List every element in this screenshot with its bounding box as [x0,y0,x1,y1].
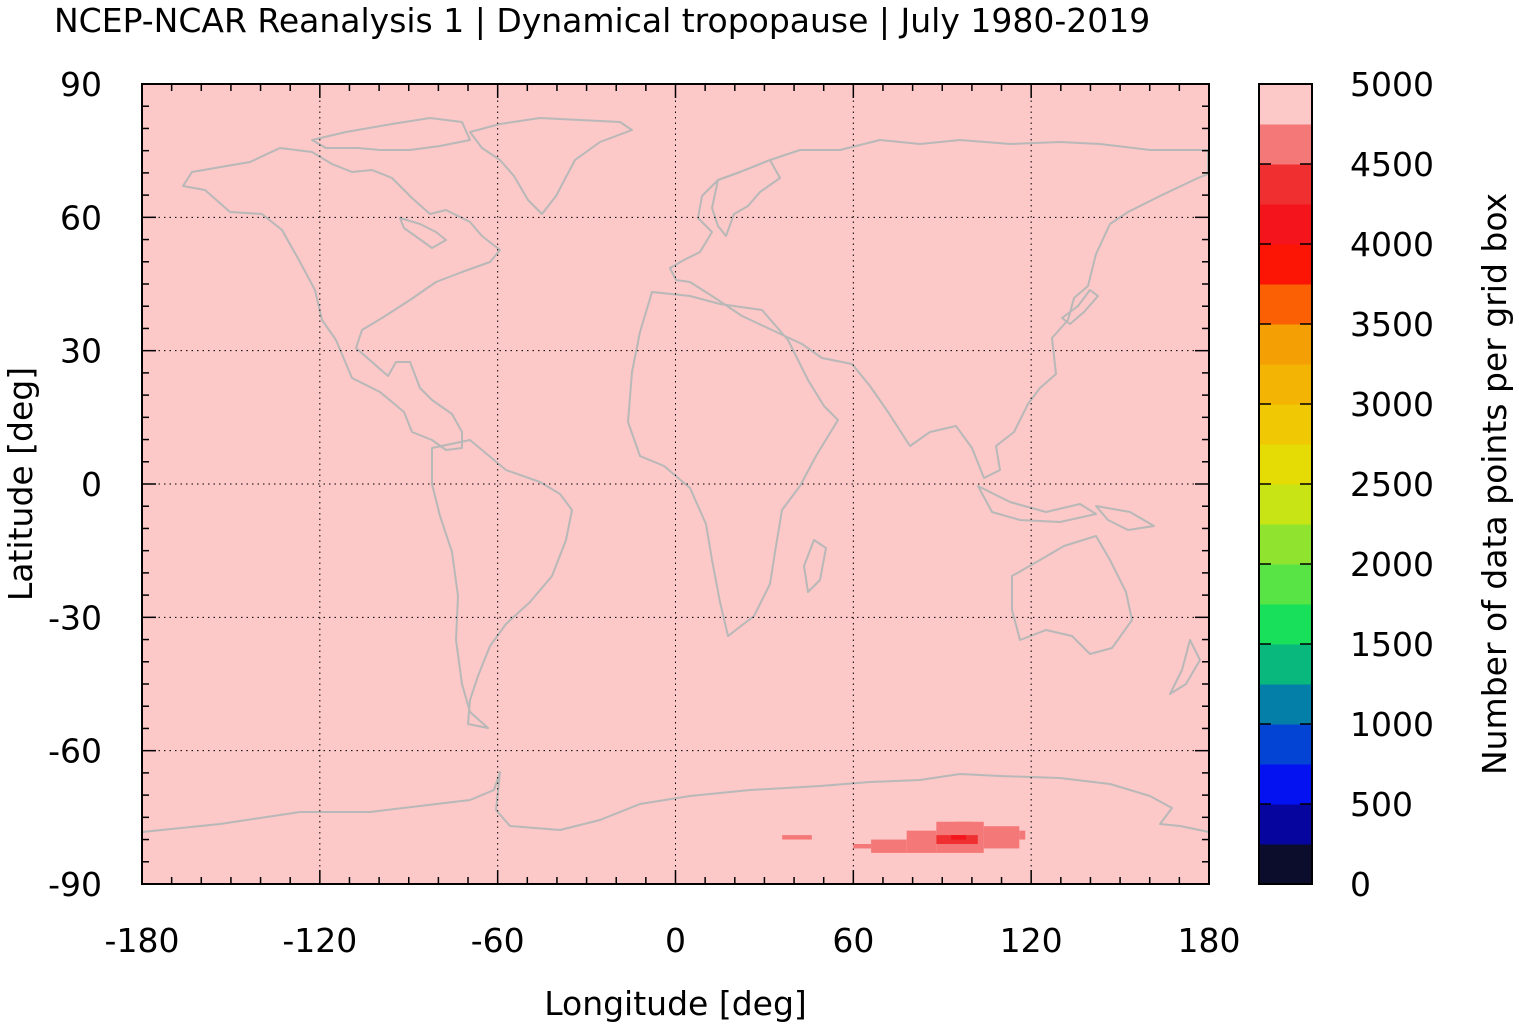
colorbar-bin [1259,164,1312,205]
colorbar-tick-label: 3500 [1350,305,1434,344]
x-tick-label: 120 [1000,921,1063,960]
colorbar-bin [1259,564,1312,605]
colorbar-tick-labels: 0 500 1000 1500 2000 2500 3000 3500 4000 4500 5000 [1350,65,1434,904]
colorbar-bin [1259,724,1312,765]
coastline-madagascar [803,539,827,593]
coastline-antarctica [141,771,1210,833]
y-tick-label: 30 [60,332,102,371]
colorbar: 0 500 1000 1500 2000 2500 3000 3500 4000 4500 5000 [1258,65,1434,904]
coastline-new-zealand [1169,639,1201,695]
coastline-arctic-islands [311,117,471,151]
colorbar-bin [1259,644,1312,685]
colorbar-bin [1259,124,1312,165]
heatmap-cell [951,835,966,840]
colorbar-bin [1259,204,1312,245]
colorbar-bin [1259,404,1312,445]
coastline-indonesia [977,485,1097,523]
heatmap-cell [782,835,812,840]
colorbar-bin [1259,364,1312,405]
heatmap-cell [1019,830,1026,840]
x-axis-label: Longitude [deg] [544,984,807,1023]
x-tick-label: 0 [665,921,686,960]
colorbar-bin [1259,804,1312,845]
colorbar-bin [1259,604,1312,645]
x-tick-label: -120 [282,921,357,960]
coastline-new-guinea [1095,505,1155,531]
colorbar-bin [1259,324,1312,365]
colorbar-tick-label: 500 [1350,785,1413,824]
x-tick-labels: -180 -120 -60 0 60 120 180 [105,921,1241,960]
heatmap-cell [983,826,1020,849]
y-tick-label: 60 [60,198,102,237]
coastline-hudson-bay [399,217,447,249]
y-tick-labels: 90 60 30 0 -30 -60 -90 [48,65,102,904]
coastline-scandinavia [711,159,781,237]
colorbar-tick-label: 1000 [1350,705,1434,744]
x-tick-label: -60 [471,921,525,960]
chart-title: NCEP-NCAR Reanalysis 1 | Dynamical tropo… [54,1,1150,40]
heatmap-cell [871,839,907,853]
x-tick-label: -180 [105,921,180,960]
heatmap-cell [906,830,937,853]
coastline-africa [627,291,839,637]
coastline-greenland [469,117,633,215]
y-axis-label: Latitude [deg] [1,367,40,601]
colorbar-bin [1259,284,1312,325]
coastline-north-america [182,147,501,451]
coastline-australia [1011,535,1133,655]
y-tick-label: 0 [81,465,102,504]
colorbar-bin [1259,244,1312,285]
coastline-japan [1061,289,1099,325]
colorbar-bin [1259,844,1312,885]
colorbar-tick-label: 4000 [1350,225,1434,264]
gridlines [142,84,1209,884]
heatmap-cell [954,821,972,827]
colorbar-ticks [1259,83,1312,885]
colorbar-bins [1259,84,1312,885]
colorbar-bin [1259,444,1312,485]
colorbar-bin [1259,764,1312,805]
colorbar-tick-label: 3000 [1350,385,1434,424]
plot-frame [141,83,1210,885]
axis-ticks [141,83,1210,885]
heatmap-cells [782,821,1026,853]
colorbar-tick-label: 4500 [1350,145,1434,184]
colorbar-tick-label: 2500 [1350,465,1434,504]
colorbar-label: Number of data points per grid box [1475,193,1514,775]
x-tick-label: 60 [832,921,874,960]
colorbar-tick-label: 2000 [1350,545,1434,584]
coastline-south-america [431,439,573,729]
colorbar-tick-label: 1500 [1350,625,1434,664]
colorbar-bin [1259,484,1312,525]
colorbar-bin [1259,684,1312,725]
y-tick-label: 90 [60,65,102,104]
coastline-overlay [141,117,1210,833]
y-tick-label: -60 [48,732,102,771]
plot-area [141,83,1210,885]
y-tick-label: -90 [48,865,102,904]
heatmap-cell [853,844,872,849]
colorbar-bin [1259,84,1312,125]
x-tick-label: 180 [1178,921,1241,960]
colorbar-bin [1259,524,1312,565]
colorbar-tick-label: 0 [1350,865,1371,904]
y-tick-label: -30 [48,598,102,637]
colorbar-tick-label: 5000 [1350,65,1434,104]
colorbar-frame [1258,83,1313,885]
